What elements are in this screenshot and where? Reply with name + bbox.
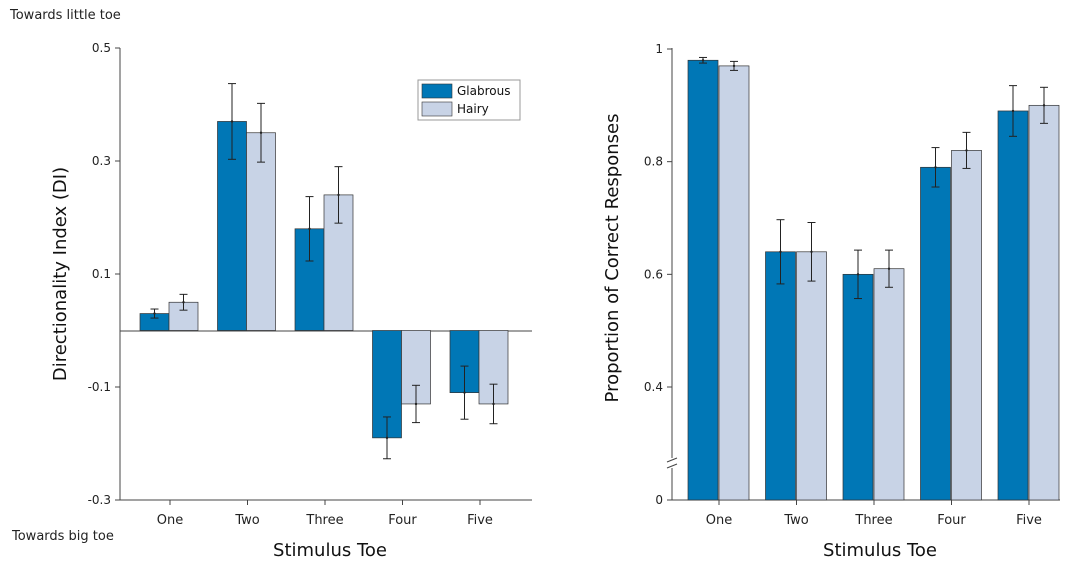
axis-break-mark (666, 457, 678, 463)
mean-point (701, 59, 705, 62)
y-ticks: 0.5 0.3 0.1 -0.1 -0.3 (88, 41, 120, 507)
mean-point (732, 64, 736, 68)
bar-glabrous-one (687, 59, 719, 501)
mean-point (856, 273, 860, 276)
x-tick-label: Three (854, 513, 892, 528)
chart-directionality-index: Towards little toe Towards big toe 0.50.… (9, 8, 532, 561)
x-tick-label: Five (1016, 513, 1042, 528)
mean-point (779, 250, 782, 253)
bar-glabrous-four (920, 166, 951, 501)
top-note: Towards little toe (9, 8, 121, 23)
mean-point (1011, 109, 1015, 113)
y-tick-label: 0.5 (92, 41, 111, 55)
x-ticks: One Two Three Four Five (706, 500, 1042, 528)
x-tick-label: Five (467, 513, 493, 528)
mean-point (810, 250, 813, 253)
bar-hairy-two (246, 132, 276, 331)
chart-proportion-correct: 1 0.8 0.6 0.4 0 One Two Three Four Five Proporti… (602, 42, 1060, 561)
x-tick-label: Four (388, 513, 417, 528)
x-tick-label: Two (234, 513, 259, 528)
legend-label-hairy: Hairy (457, 102, 489, 116)
bottom-note: Towards big toe (11, 529, 114, 544)
y-tick-label: 0 (655, 493, 663, 507)
bar-glabrous-five (997, 110, 1029, 501)
mean-point (337, 193, 340, 197)
bar-hairy-one (718, 65, 750, 501)
legend-swatch-hairy (421, 101, 453, 117)
x-tick-label: One (157, 513, 183, 528)
bar-hairy-five (1028, 104, 1060, 501)
x-tick-label: Three (305, 513, 343, 528)
bars (687, 56, 1060, 501)
mean-point (308, 227, 311, 230)
mean-point (463, 391, 466, 394)
x-axis-title: Stimulus Toe (823, 540, 937, 561)
mean-point (492, 402, 495, 406)
mean-point (259, 131, 263, 134)
bars (139, 83, 509, 460)
bar-hairy-three (873, 268, 905, 501)
legend-swatch-glabrous (421, 83, 453, 99)
y-tick-label: -0.3 (88, 493, 111, 507)
legend: Glabrous Hairy (417, 79, 521, 121)
x-ticks: One Two Three Four Five (157, 500, 493, 528)
y-ticks: 1 0.8 0.6 0.4 0 (644, 42, 672, 507)
mean-point (887, 267, 891, 270)
y-tick-label: 0.3 (92, 154, 111, 168)
mean-point (230, 120, 234, 123)
legend-label-glabrous: Glabrous (457, 84, 510, 98)
x-tick-label: One (706, 513, 732, 528)
y-axis-title: Directionality Index (DI) (50, 167, 71, 381)
y-tick-label: -0.1 (88, 380, 111, 394)
mean-point (153, 312, 156, 315)
mean-point (385, 436, 389, 440)
bar-hairy-one (168, 301, 199, 331)
bar-glabrous-two (765, 251, 796, 501)
y-tick-label: 0.8 (644, 155, 663, 169)
y-axis-title: Proportion of Correct Responses (602, 114, 623, 403)
mean-point (1042, 104, 1046, 107)
axis-break-mark (666, 463, 678, 469)
bar-hairy-four (951, 150, 982, 501)
x-tick-label: Two (783, 513, 808, 528)
x-axis-title: Stimulus Toe (273, 540, 387, 561)
x-tick-label: Four (937, 513, 966, 528)
y-tick-label: 0.1 (92, 267, 111, 281)
y-tick-label: 0.6 (644, 267, 663, 281)
mean-point (182, 301, 185, 304)
mean-point (934, 166, 937, 169)
mean-point (414, 402, 418, 406)
mean-point (965, 149, 968, 152)
y-tick-label: 1 (655, 42, 663, 56)
bar-glabrous-three (842, 273, 874, 501)
y-tick-label: 0.4 (644, 380, 663, 394)
bar-hairy-two (796, 251, 827, 501)
